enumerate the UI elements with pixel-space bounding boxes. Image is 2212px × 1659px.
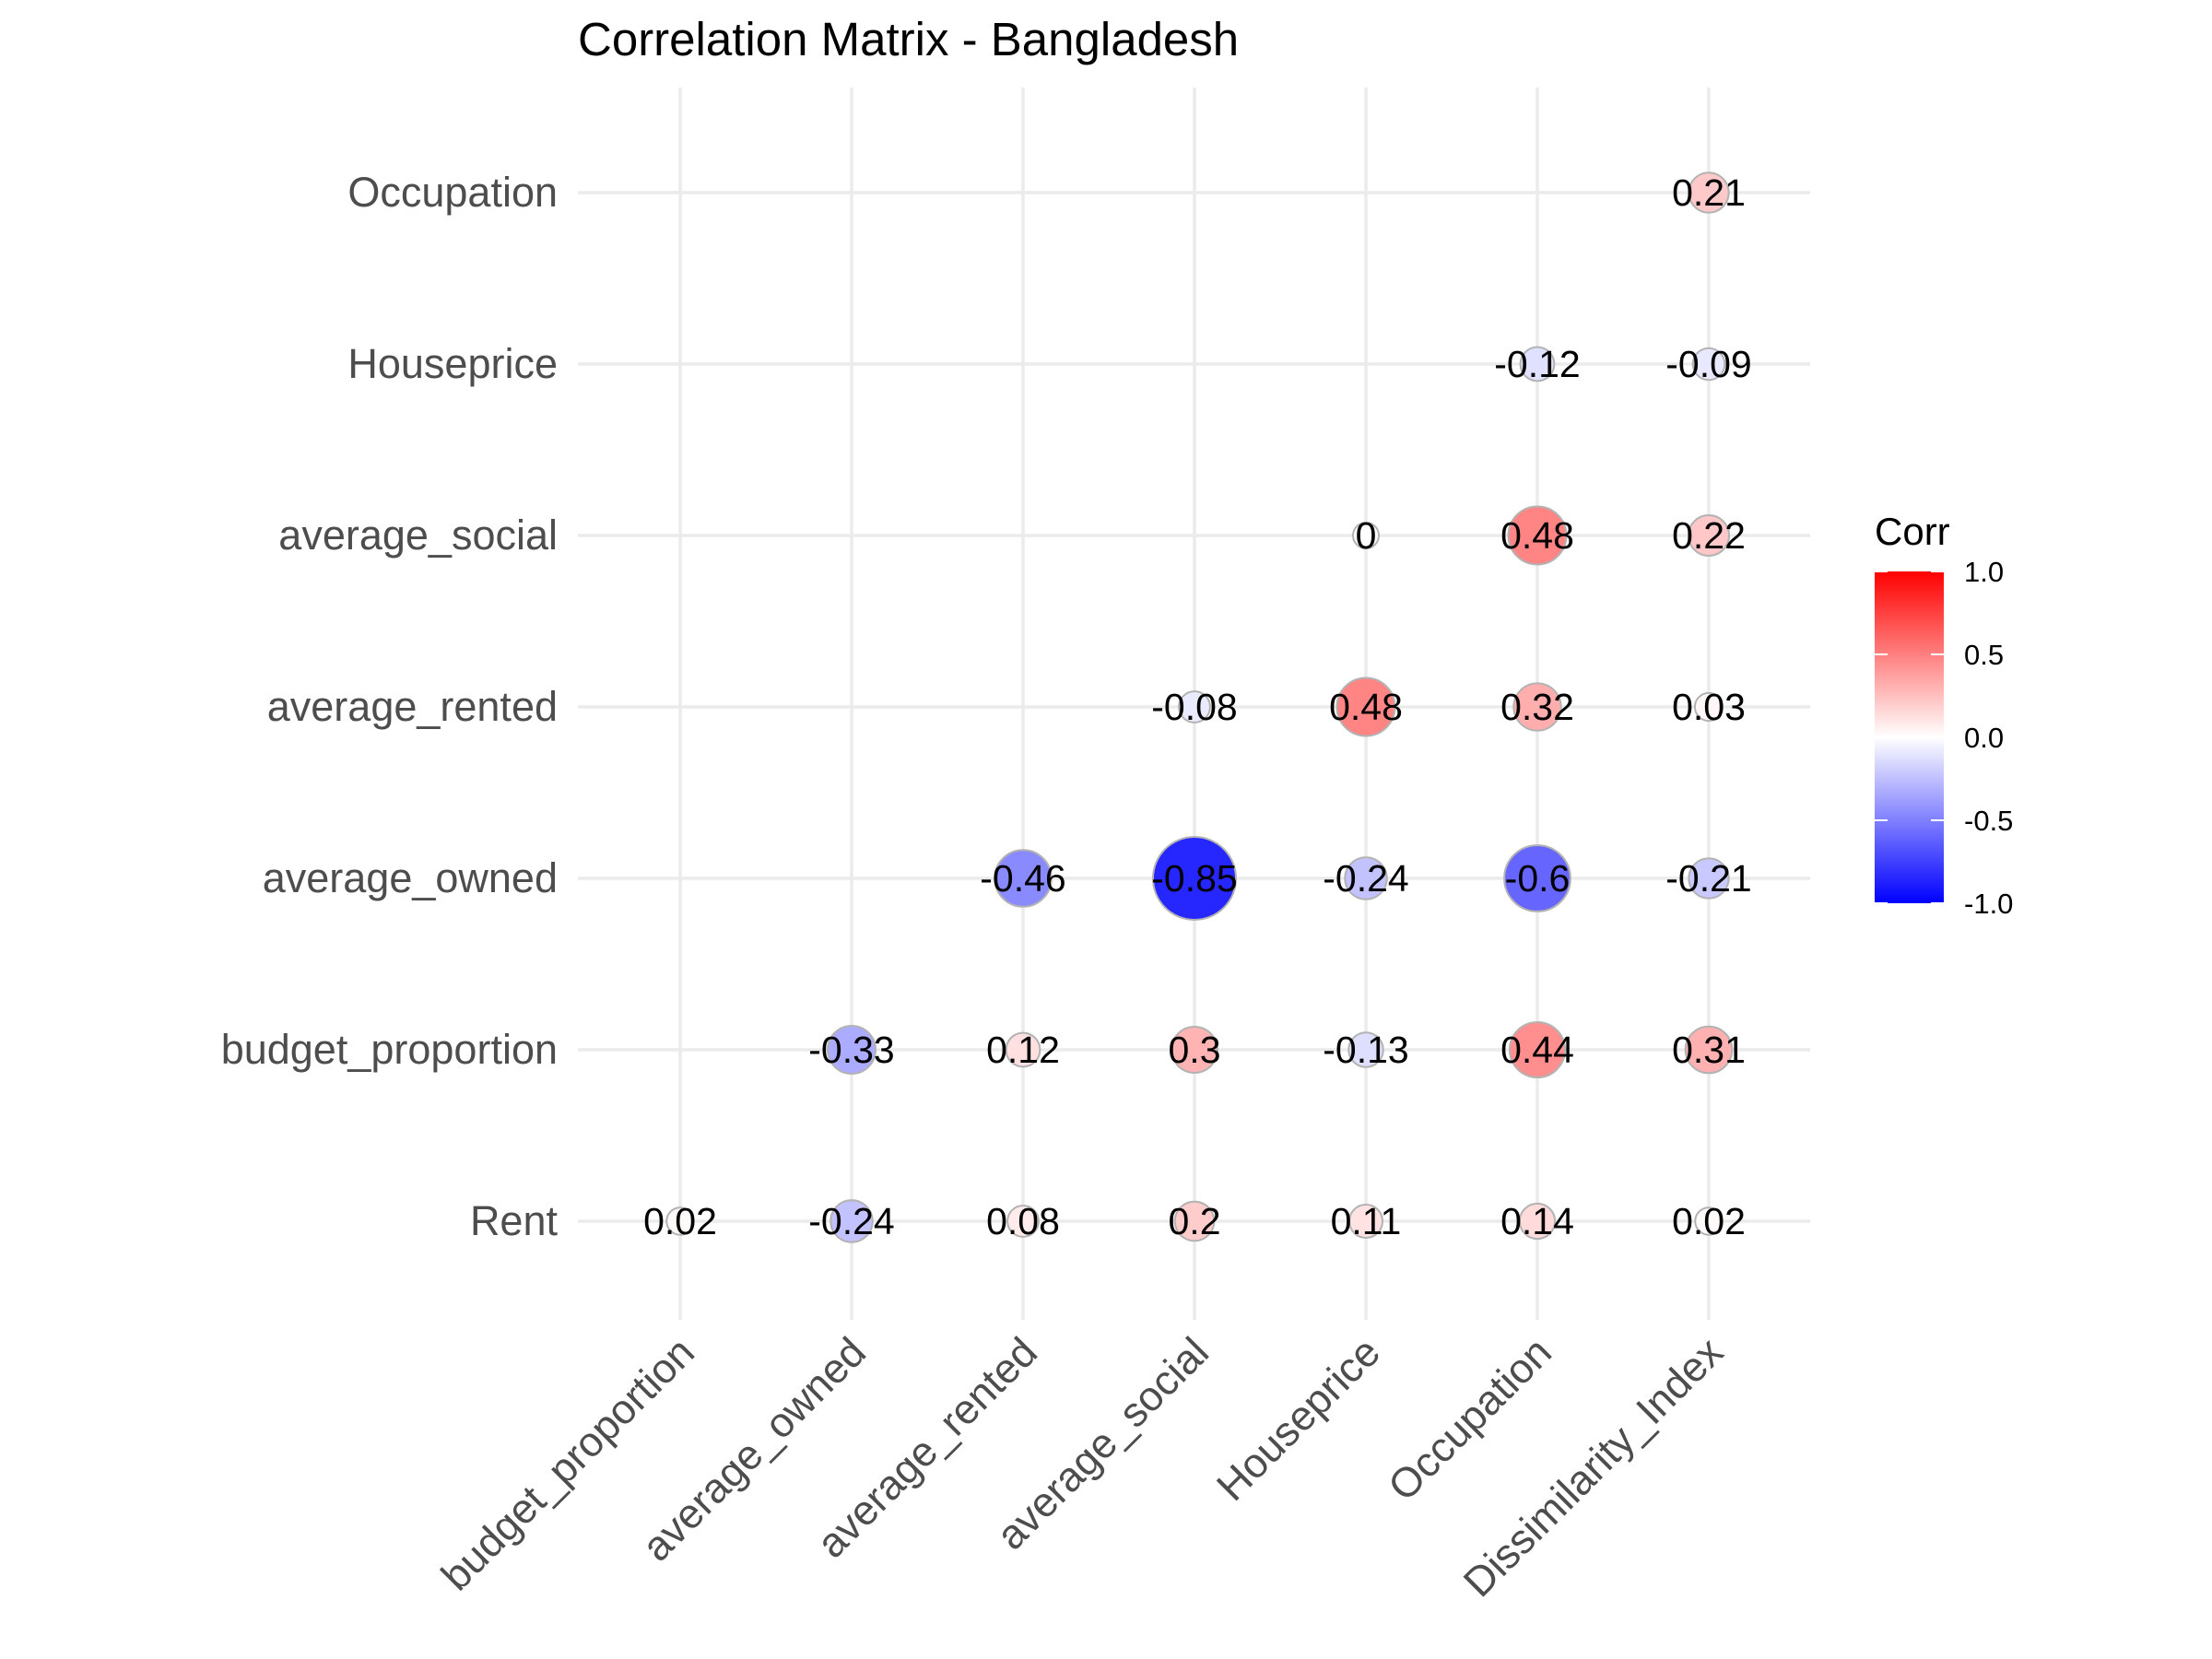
x-tick-label: Houseprice: [1207, 1328, 1389, 1510]
value-label: 0.08: [986, 1200, 1060, 1242]
bubble-Houseprice-Occupation: [1519, 346, 1556, 382]
value-label: -0.24: [808, 1200, 894, 1242]
bubble-average_social-Houseprice: [1352, 522, 1380, 549]
y-tick-label: Rent: [470, 1197, 559, 1244]
bubble-Rent-Houseprice: [1347, 1203, 1384, 1240]
bubble-Occupation-Dissimilarity_Index: [1688, 171, 1730, 214]
value-label: 0.14: [1500, 1200, 1574, 1242]
value-label: 0.32: [1500, 686, 1574, 728]
legend: Corr 1.0 0.5 0.0 -0.5 -1.0: [1875, 510, 2013, 920]
bubble-budget_proportion-Houseprice: [1347, 1031, 1384, 1068]
y-tick-label: average_owned: [263, 854, 558, 901]
value-label: 0.02: [643, 1200, 717, 1242]
x-tick-label: Occupation: [1379, 1328, 1560, 1510]
legend-tick-label: -1.0: [1964, 888, 2013, 920]
chart-title: Correlation Matrix - Bangladesh: [578, 13, 1239, 65]
bubble-average_rented-average_social: [1178, 690, 1211, 724]
value-label: -0.12: [1494, 343, 1580, 385]
value-label: 0.22: [1672, 514, 1746, 557]
value-label: -0.46: [980, 857, 1065, 900]
bubble-Rent-Dissimilarity_Index: [1694, 1206, 1724, 1236]
value-label: -0.33: [808, 1029, 894, 1071]
value-label: 0: [1356, 514, 1377, 557]
value-label: 0.21: [1672, 171, 1746, 214]
legend-tick-label: -0.5: [1964, 805, 2013, 837]
y-tick-label: Occupation: [347, 169, 558, 216]
value-label: -0.09: [1665, 343, 1751, 385]
bubble-average_owned-average_social: [1152, 836, 1237, 921]
value-label: 0.31: [1672, 1029, 1746, 1071]
value-label: -0.85: [1151, 857, 1237, 900]
x-axis-labels: budget_proportionaverage_ownedaverage_re…: [432, 1328, 1733, 1606]
legend-tick-label: 1.0: [1964, 556, 2004, 588]
legend-title: Corr: [1875, 510, 1950, 553]
bubble-budget_proportion-average_owned: [826, 1024, 877, 1076]
value-label: -0.24: [1323, 857, 1408, 900]
bubble-average_social-Occupation: [1507, 505, 1568, 566]
value-label: -0.21: [1665, 857, 1751, 900]
y-tick-label: average_rented: [267, 683, 558, 730]
legend-tick-label: 0.0: [1964, 722, 2004, 754]
y-axis-labels: Rent budget_proportion average_owned averag…: [221, 169, 559, 1244]
value-label: 0.3: [1169, 1029, 1221, 1071]
bubble-average_owned-average_rented: [994, 849, 1053, 908]
value-label: 0.48: [1500, 514, 1574, 557]
bubble-Houseprice-Dissimilarity_Index: [1691, 347, 1726, 382]
bubble-budget_proportion-average_rented: [1005, 1031, 1041, 1068]
y-tick-label: Houseprice: [347, 340, 558, 387]
bubble-average_owned-Houseprice: [1344, 856, 1388, 900]
bubble-Rent-average_social: [1173, 1200, 1216, 1242]
bubble-Rent-budget_proportion: [665, 1206, 695, 1236]
value-label: 0.03: [1672, 686, 1746, 728]
value-label: -0.6: [1505, 857, 1571, 900]
y-tick-label: budget_proportion: [221, 1026, 558, 1073]
bubble-average_social-Dissimilarity_Index: [1687, 513, 1731, 558]
bubble-budget_proportion-Occupation: [1508, 1020, 1567, 1079]
legend-ticks: 1.0 0.5 0.0 -0.5 -1.0: [1875, 556, 2013, 920]
value-label: -0.08: [1151, 686, 1237, 728]
value-label: 0.48: [1329, 686, 1403, 728]
value-label: 0.12: [986, 1029, 1060, 1071]
bubbles: 0.02 -0.24 0.08 0.2 0.11 0.14 0.02 -0.33 0.12 0.3…: [643, 171, 1752, 1243]
value-label: 0.02: [1672, 1200, 1746, 1242]
bubble-Rent-average_rented: [1006, 1205, 1040, 1238]
bubble-Rent-Occupation: [1518, 1202, 1557, 1241]
bubble-average_rented-Dissimilarity_Index: [1693, 691, 1724, 723]
y-tick-label: average_social: [278, 512, 558, 559]
legend-tick-label: 0.5: [1964, 639, 2004, 671]
bubble-average_owned-Dissimilarity_Index: [1688, 857, 1730, 900]
value-label: -0.13: [1323, 1029, 1408, 1071]
bubble-Rent-average_owned: [830, 1199, 874, 1243]
bubble-average_rented-Occupation: [1512, 682, 1562, 732]
value-label: 0.2: [1169, 1200, 1221, 1242]
bubble-budget_proportion-Dissimilarity_Index: [1684, 1025, 1734, 1075]
value-label: 0.11: [1331, 1200, 1402, 1242]
bubble-average_owned-Occupation: [1503, 844, 1571, 912]
bubble-budget_proportion-average_social: [1171, 1026, 1218, 1074]
value-label: 0.44: [1500, 1029, 1574, 1071]
bubble-average_rented-Houseprice: [1335, 677, 1396, 737]
